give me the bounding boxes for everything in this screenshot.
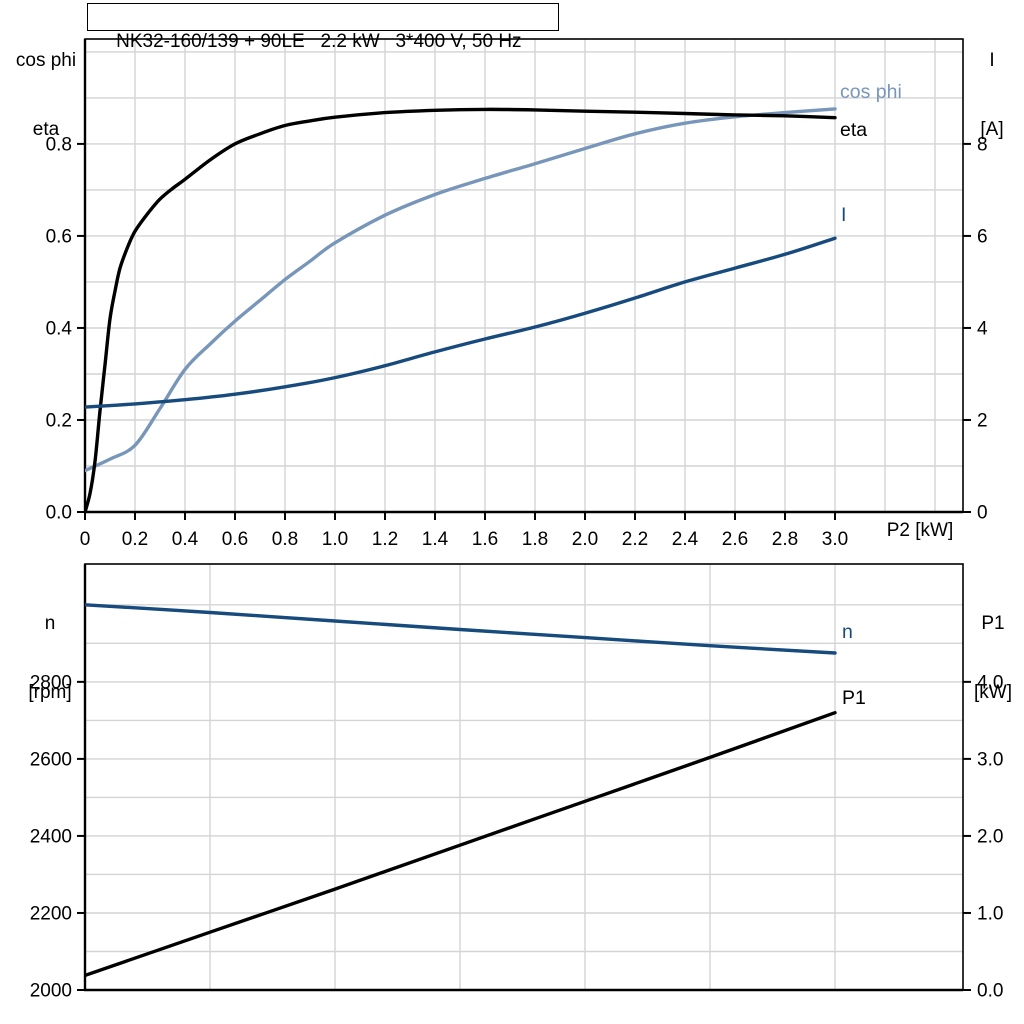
gridlines — [85, 39, 963, 512]
p1-axis-title-line1: P1 — [981, 613, 1005, 634]
left-tick-label: 0.4 — [46, 318, 73, 339]
right-tick-label: 2 — [977, 410, 988, 431]
x-tick-label: 0 — [80, 529, 91, 550]
gridlines — [85, 564, 963, 990]
axis-ticks — [77, 142, 971, 520]
x-axis-title: P2 [kW] — [886, 520, 954, 541]
left-tick-label: 0.8 — [46, 134, 72, 155]
right-axis-title-line1: I — [989, 50, 995, 71]
p1-axis-title-line2: [kW] — [974, 682, 1012, 703]
plot-frame — [83, 38, 964, 514]
chart-title: NK32-160/139 + 90LE 2.2 kW 3*400 V, 50 H… — [116, 31, 522, 52]
left-tick-label: 2800 — [30, 672, 72, 693]
right-axis-title-line2: [A] — [980, 119, 1004, 140]
right-tick-label: 3.0 — [977, 749, 1003, 770]
left-tick-label: 2400 — [30, 826, 72, 847]
x-tick-label: 0.2 — [122, 529, 148, 550]
left-tick-label: 2000 — [30, 981, 72, 1002]
x-tick-label: 2.6 — [722, 529, 748, 550]
lower-left-axis-title: n [rpm] — [8, 566, 92, 750]
x-tick-label: 1.2 — [372, 529, 398, 550]
x-tick-label: 2.0 — [572, 529, 598, 550]
curve-eta — [85, 107, 837, 512]
x-tick-label: 1.8 — [522, 529, 548, 550]
curve-I — [85, 236, 837, 409]
upper-right-axis-title: I [A] — [962, 3, 1022, 187]
curve-cos-phi — [85, 107, 837, 473]
left-tick-label: 0.6 — [46, 226, 72, 247]
x-tick-label: 2.2 — [622, 529, 648, 550]
right-tick-label: 0.0 — [977, 981, 1003, 1002]
x-tick-label: 0.8 — [272, 529, 298, 550]
right-tick-label: 2.0 — [977, 826, 1003, 847]
x-tick-label: 3.0 — [822, 529, 848, 550]
x-tick-label: 2.4 — [672, 529, 699, 550]
plot-frame — [83, 563, 964, 992]
x-tick-label: 0.6 — [222, 529, 248, 550]
curve-label-cos-phi: cos phi — [840, 81, 902, 103]
axis-tick-labels: 0 0.2 0.4 0.6 0.8 1.0 1.2 1.4 1.6 1.8 2.0 2.2 2.4 2.6… — [46, 134, 988, 549]
right-tick-label: 4 — [977, 318, 988, 339]
left-tick-label: 0.2 — [46, 410, 72, 431]
right-tick-label: 4.0 — [977, 672, 1003, 693]
axis-ticks — [77, 680, 971, 991]
curve-label-P1: P1 — [842, 687, 866, 709]
curve-label-I: I — [841, 204, 846, 226]
right-tick-label: 8 — [977, 134, 988, 155]
x-tick-label: 1.0 — [322, 529, 348, 550]
right-tick-label: 0 — [977, 503, 988, 524]
left-tick-label: 2600 — [30, 749, 72, 770]
axis-tick-labels: 2000 2200 2400 2600 2800 0.0 1.0 2.0 3.0 4.0 — [30, 672, 1004, 1001]
curve-n — [85, 603, 837, 655]
x-tick-label: 0.4 — [172, 529, 199, 550]
right-tick-label: 1.0 — [977, 903, 1003, 924]
right-tick-label: 6 — [977, 226, 988, 247]
x-tick-label: 2.8 — [772, 529, 798, 550]
left-tick-label: 0.0 — [46, 503, 72, 524]
left-tick-label: 2200 — [30, 903, 72, 924]
left-axis-title-line1: cos phi — [15, 50, 77, 71]
left-axis-title-line2: eta — [32, 119, 60, 140]
curve-label-eta: eta — [840, 119, 867, 141]
lower-right-axis-title: P1 [kW] — [963, 566, 1023, 750]
upper-left-axis-title: cos phi eta — [2, 3, 90, 187]
speed-axis-title-line2: [rpm] — [28, 682, 72, 703]
curve-label-n: n — [842, 621, 853, 643]
x-tick-label: 1.4 — [422, 529, 449, 550]
chart-title-box: NK32-160/139 + 90LE 2.2 kW 3*400 V, 50 H… — [87, 3, 559, 52]
curve-P1 — [85, 711, 837, 978]
speed-axis-title-line1: n — [44, 613, 56, 634]
x-tick-label: 1.6 — [472, 529, 498, 550]
